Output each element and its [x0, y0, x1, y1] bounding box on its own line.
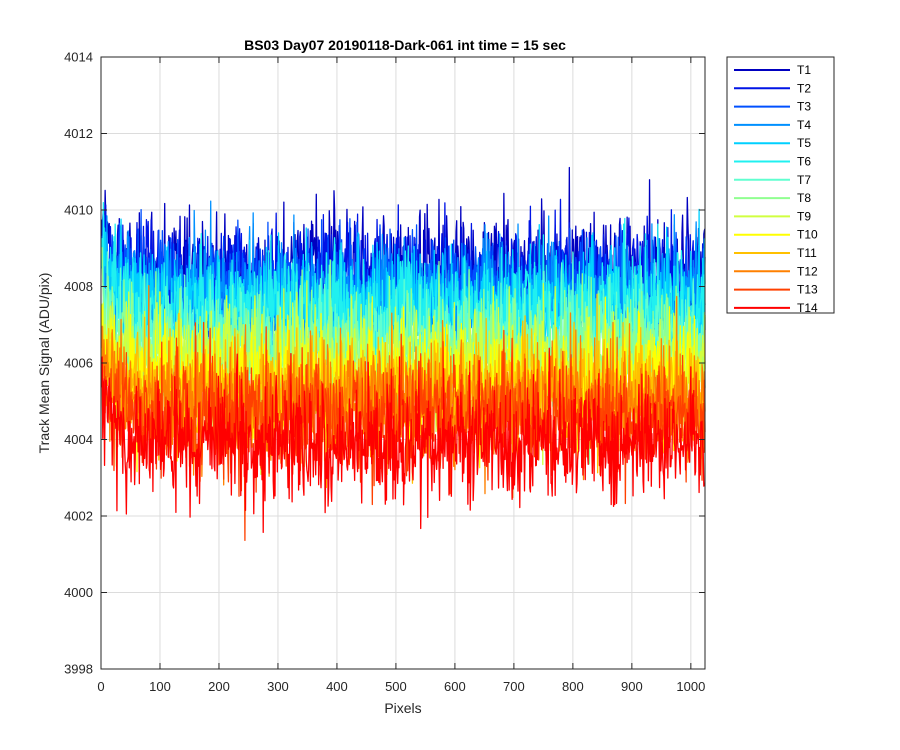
- x-tick-label: 500: [385, 679, 407, 694]
- x-tick-label: 1000: [676, 679, 705, 694]
- y-tick-label: 4004: [64, 432, 93, 447]
- y-tick-label: 4012: [64, 126, 93, 141]
- legend-label: T11: [797, 246, 817, 260]
- y-tick-label: 3998: [64, 662, 93, 677]
- legend-label: T5: [797, 136, 811, 150]
- x-tick-label: 700: [503, 679, 525, 694]
- legend-label: T12: [797, 264, 818, 278]
- x-axis-label: Pixels: [384, 700, 421, 716]
- y-tick-label: 4006: [64, 356, 93, 371]
- x-tick-label: 900: [621, 679, 643, 694]
- legend-label: T4: [797, 118, 811, 132]
- legend-label: T9: [797, 209, 811, 223]
- legend-label: T1: [797, 63, 811, 77]
- legend-label: T7: [797, 173, 811, 187]
- x-tick-label: 200: [208, 679, 230, 694]
- legend-label: T14: [797, 301, 818, 315]
- series-line-t14: [100, 347, 706, 534]
- y-axis-label: Track Mean Signal (ADU/pix): [36, 273, 52, 454]
- x-tick-label: 300: [267, 679, 289, 694]
- ticks: 0 100 200 300 400 500 600 700 800 900 1000 3998 4000…: [64, 50, 705, 695]
- legend-label: T8: [797, 191, 811, 205]
- y-tick-label: 4000: [64, 585, 93, 600]
- x-tick-label: 0: [97, 679, 104, 694]
- x-tick-label: 100: [149, 679, 171, 694]
- series-layer: [100, 166, 706, 541]
- y-tick-label: 4008: [64, 279, 93, 294]
- x-tick-label: 800: [562, 679, 584, 694]
- legend-label: T13: [797, 283, 818, 297]
- legend-label: T6: [797, 155, 811, 169]
- legend-label: T2: [797, 81, 811, 95]
- plot-area: 0 100 200 300 400 500 600 700 800 900 1000 3998 4000…: [64, 50, 706, 695]
- chart-title: BS03 Day07 20190118-Dark-061 int time = …: [244, 37, 566, 53]
- legend-items: T1 T2 T3 T4 T5 T6 T7 T8 T9 T10 T11 T12 T13 T14: [734, 63, 818, 315]
- y-tick-label: 4002: [64, 509, 93, 524]
- legend-box: [726, 56, 835, 314]
- y-tick-label: 4010: [64, 203, 93, 218]
- x-tick-label: 600: [444, 679, 466, 694]
- legend-label: T3: [797, 100, 811, 114]
- legend: T1 T2 T3 T4 T5 T6 T7 T8 T9 T10 T11 T12 T13 T14: [726, 56, 835, 315]
- legend-label: T10: [797, 228, 818, 242]
- y-tick-label: 4014: [64, 50, 93, 65]
- x-tick-label: 400: [326, 679, 348, 694]
